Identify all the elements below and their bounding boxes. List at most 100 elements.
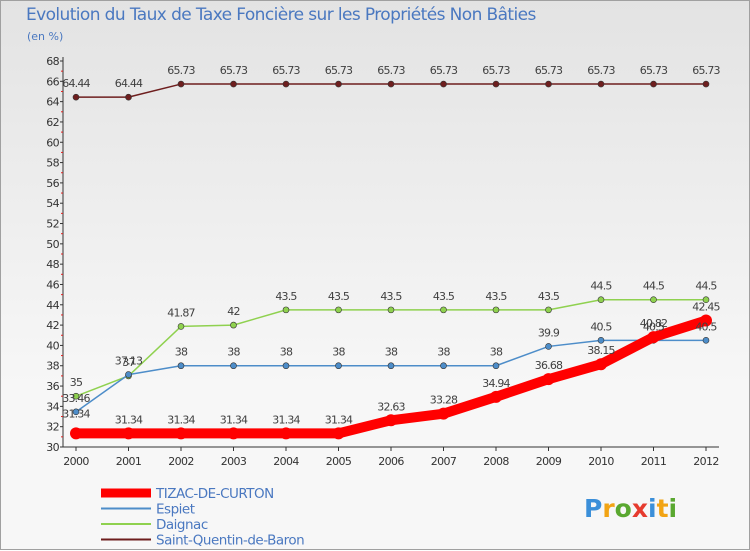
- data-label: 31.34: [62, 407, 90, 420]
- data-label: 65.73: [535, 64, 563, 77]
- series-point-1: [72, 408, 80, 416]
- series-point-1: [545, 343, 552, 350]
- series-point-1: [335, 362, 342, 370]
- data-label: 65.73: [272, 64, 300, 77]
- series-point-3: [440, 80, 447, 88]
- series-point-3: [125, 93, 132, 101]
- legend-label: Daignac: [156, 517, 208, 533]
- y-tick-label: 32: [46, 421, 59, 434]
- x-tick-label: 2003: [221, 455, 247, 468]
- data-label: 34.94: [482, 377, 510, 390]
- data-label: 64.44: [62, 77, 90, 90]
- y-tick-label: 60: [46, 136, 59, 149]
- data-label: 43.5: [538, 290, 560, 303]
- data-label: 44.5: [643, 280, 665, 293]
- x-tick-label: 2002: [168, 455, 194, 468]
- y-tick-label: 44: [46, 299, 59, 312]
- chart-title: Evolution du Taux de Taxe Foncière sur l…: [26, 5, 536, 25]
- series-point-2: [230, 321, 237, 329]
- data-label: 65.73: [482, 64, 510, 77]
- data-label: 31.34: [167, 413, 195, 426]
- data-label: 40.5: [590, 320, 612, 333]
- legend-label: Saint-Quentin-de-Baron: [156, 533, 304, 549]
- series-point-3: [597, 80, 605, 88]
- data-label: 33.28: [430, 394, 458, 407]
- legend-label: TIZAC-DE-CURTON: [155, 486, 274, 502]
- data-label: 38: [227, 346, 240, 359]
- data-label: 65.73: [167, 64, 195, 77]
- y-tick-label: 36: [46, 380, 59, 393]
- legend-label: Espiet: [156, 502, 195, 518]
- data-label: 65.73: [587, 64, 615, 77]
- data-label: 38.15: [587, 344, 615, 357]
- y-tick-label: 56: [46, 177, 59, 190]
- series-point-3: [702, 80, 710, 88]
- y-tick-label: 58: [46, 157, 59, 170]
- series-point-2: [702, 296, 710, 304]
- data-label: 33.46: [62, 392, 90, 405]
- y-tick-label: 52: [46, 218, 59, 231]
- series-point-1: [282, 362, 290, 370]
- series-point-1: [230, 362, 237, 370]
- data-label: 31.34: [325, 413, 353, 426]
- series-point-3: [387, 80, 395, 88]
- x-tick-label: 2012: [693, 455, 719, 468]
- data-label: 40.82: [640, 317, 668, 330]
- series-point-3: [545, 80, 552, 88]
- series-point-2: [597, 296, 605, 304]
- series-point-1: [440, 362, 447, 370]
- data-label: 65.73: [325, 64, 353, 77]
- series-point-3: [230, 80, 237, 88]
- x-tick-label: 2007: [431, 455, 457, 468]
- series-point-0: [700, 314, 712, 327]
- data-label: 36.68: [535, 359, 563, 372]
- y-tick-label: 68: [46, 55, 59, 68]
- y-tick-label: 34: [46, 400, 59, 413]
- data-label: 44.5: [695, 280, 717, 293]
- data-label: 32.63: [377, 400, 405, 413]
- y-tick-label: 50: [46, 238, 59, 251]
- y-tick-label: 42: [46, 319, 59, 332]
- series-point-0: [122, 427, 135, 440]
- x-tick-label: 2000: [63, 455, 89, 468]
- series-point-0: [385, 414, 397, 427]
- data-label: 31.34: [272, 413, 300, 426]
- data-label: 41.87: [167, 306, 195, 319]
- data-label: 43.5: [485, 290, 507, 303]
- data-label: 65.73: [377, 64, 405, 77]
- data-label: 38: [332, 346, 345, 359]
- series-point-0: [647, 331, 660, 344]
- data-label: 38: [280, 346, 293, 359]
- data-label: 42.45: [692, 301, 720, 314]
- x-tick-label: 2006: [378, 455, 404, 468]
- series-point-0: [490, 390, 502, 403]
- series-point-2: [440, 306, 447, 314]
- data-label: 65.73: [692, 64, 720, 77]
- data-label: 65.73: [640, 64, 668, 77]
- series-point-2: [335, 306, 342, 314]
- data-label: 37: [122, 356, 135, 369]
- data-label: 38: [385, 346, 398, 359]
- data-label: 64.44: [115, 77, 143, 90]
- series-point-3: [282, 80, 290, 88]
- series-point-0: [542, 373, 555, 386]
- x-tick-label: 2004: [273, 455, 299, 468]
- series-point-0: [227, 427, 240, 440]
- data-label: 40.5: [643, 320, 665, 333]
- series-point-1: [702, 337, 710, 344]
- series-point-2: [387, 306, 395, 314]
- x-tick-label: 2001: [116, 455, 142, 468]
- data-label: 31.34: [115, 413, 143, 426]
- y-tick-label: 40: [46, 339, 59, 352]
- data-label: 44.5: [590, 280, 612, 293]
- series-point-2: [545, 306, 552, 314]
- y-tick-label: 64: [46, 96, 59, 109]
- data-label: 35: [70, 376, 83, 389]
- series-point-2: [177, 323, 185, 330]
- y-tick-label: 54: [46, 197, 59, 210]
- data-label: 39.9: [538, 326, 560, 339]
- series-point-1: [125, 371, 132, 378]
- data-label: 43.5: [433, 290, 455, 303]
